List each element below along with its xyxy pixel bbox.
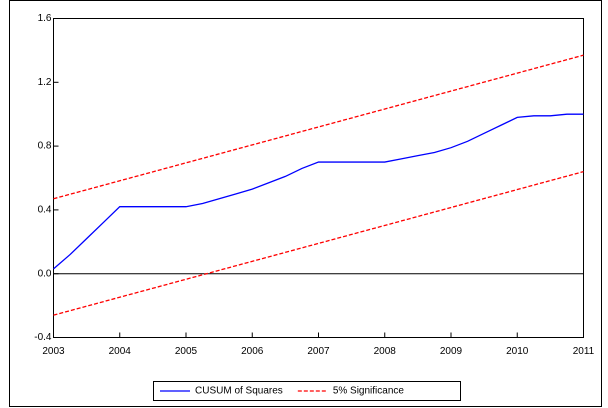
y-tick-label: 0.0	[38, 268, 52, 279]
series-line	[53, 113, 584, 270]
x-tick-label: 2007	[307, 346, 330, 357]
y-tick-label: -0.4	[34, 332, 52, 343]
x-tick-label: 2009	[440, 346, 463, 357]
y-tick-label: 1.2	[38, 77, 52, 88]
series-line	[53, 170, 584, 316]
x-tick-label: 2004	[109, 346, 132, 357]
x-tick-label: 2006	[241, 346, 264, 357]
y-tick-label: 1.6	[38, 13, 52, 24]
legend-box	[153, 381, 461, 401]
legend-label: 5% Significance	[333, 386, 405, 397]
series-line	[53, 54, 584, 200]
y-tick-label: 0.4	[38, 205, 52, 216]
legend-label: CUSUM of Squares	[195, 386, 283, 397]
x-tick-label: 2003	[42, 346, 65, 357]
frame	[9, 0, 602, 407]
y-tick-label: 0.8	[38, 141, 52, 152]
x-tick-label: 2010	[506, 346, 529, 357]
x-tick-label: 2008	[374, 346, 397, 357]
x-tick-label: 2005	[175, 346, 198, 357]
x-tick-label: 2011	[573, 346, 595, 357]
plot-area	[53, 18, 584, 338]
